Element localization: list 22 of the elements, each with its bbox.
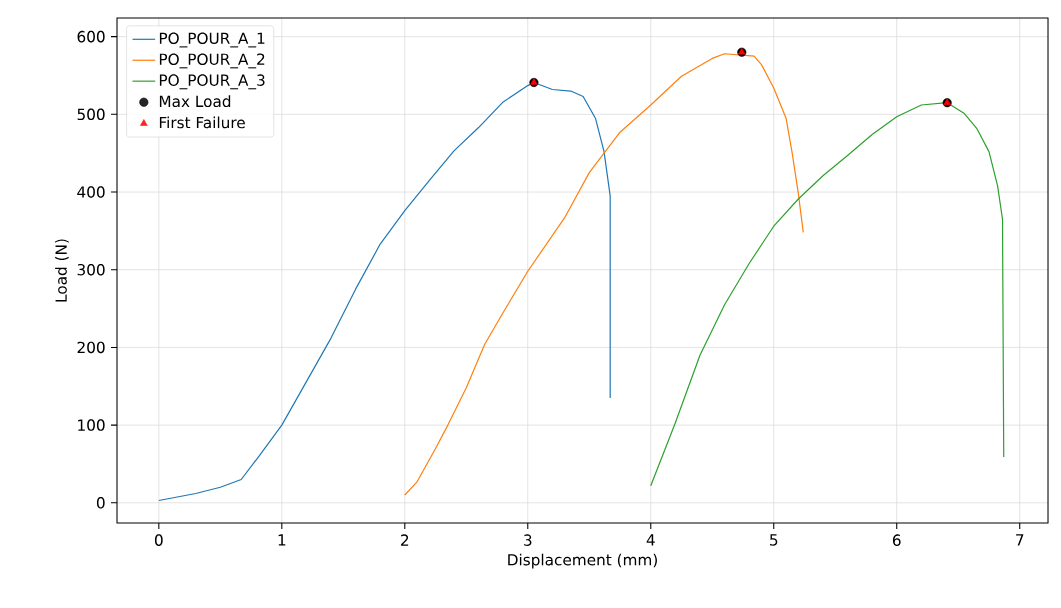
x-tick-label: 3 [524,534,532,546]
y-tick-label: 500 [77,108,105,121]
legend-label: PO_POUR_A_1 [159,32,265,48]
legend-label: PO_POUR_A_2 [159,53,265,69]
x-tick-label: 1 [278,534,286,546]
x-tick-label: 5 [770,534,778,546]
x-tick-label: 0 [154,534,163,546]
x-tick-label: 2 [401,534,409,546]
legend-label: PO_POUR_A_3 [159,74,265,90]
y-tick-label: 100 [78,419,105,431]
legend-label: First Failure [159,116,245,129]
y-tick-label: 300 [77,263,105,276]
y-tick-label: 200 [77,341,105,354]
y-tick-label: 600 [77,30,105,43]
legend-label: Max Load [159,95,231,108]
x-axis-title: Displacement (mm) [508,553,657,569]
x-tick-label: 6 [892,534,901,546]
y-axis-title: Load (N) [55,239,69,302]
x-tick-label: 4 [646,534,655,546]
y-tick-label: 400 [77,186,105,198]
y-tick-label: 0 [96,497,105,509]
x-tick-label: 7 [1016,534,1024,546]
